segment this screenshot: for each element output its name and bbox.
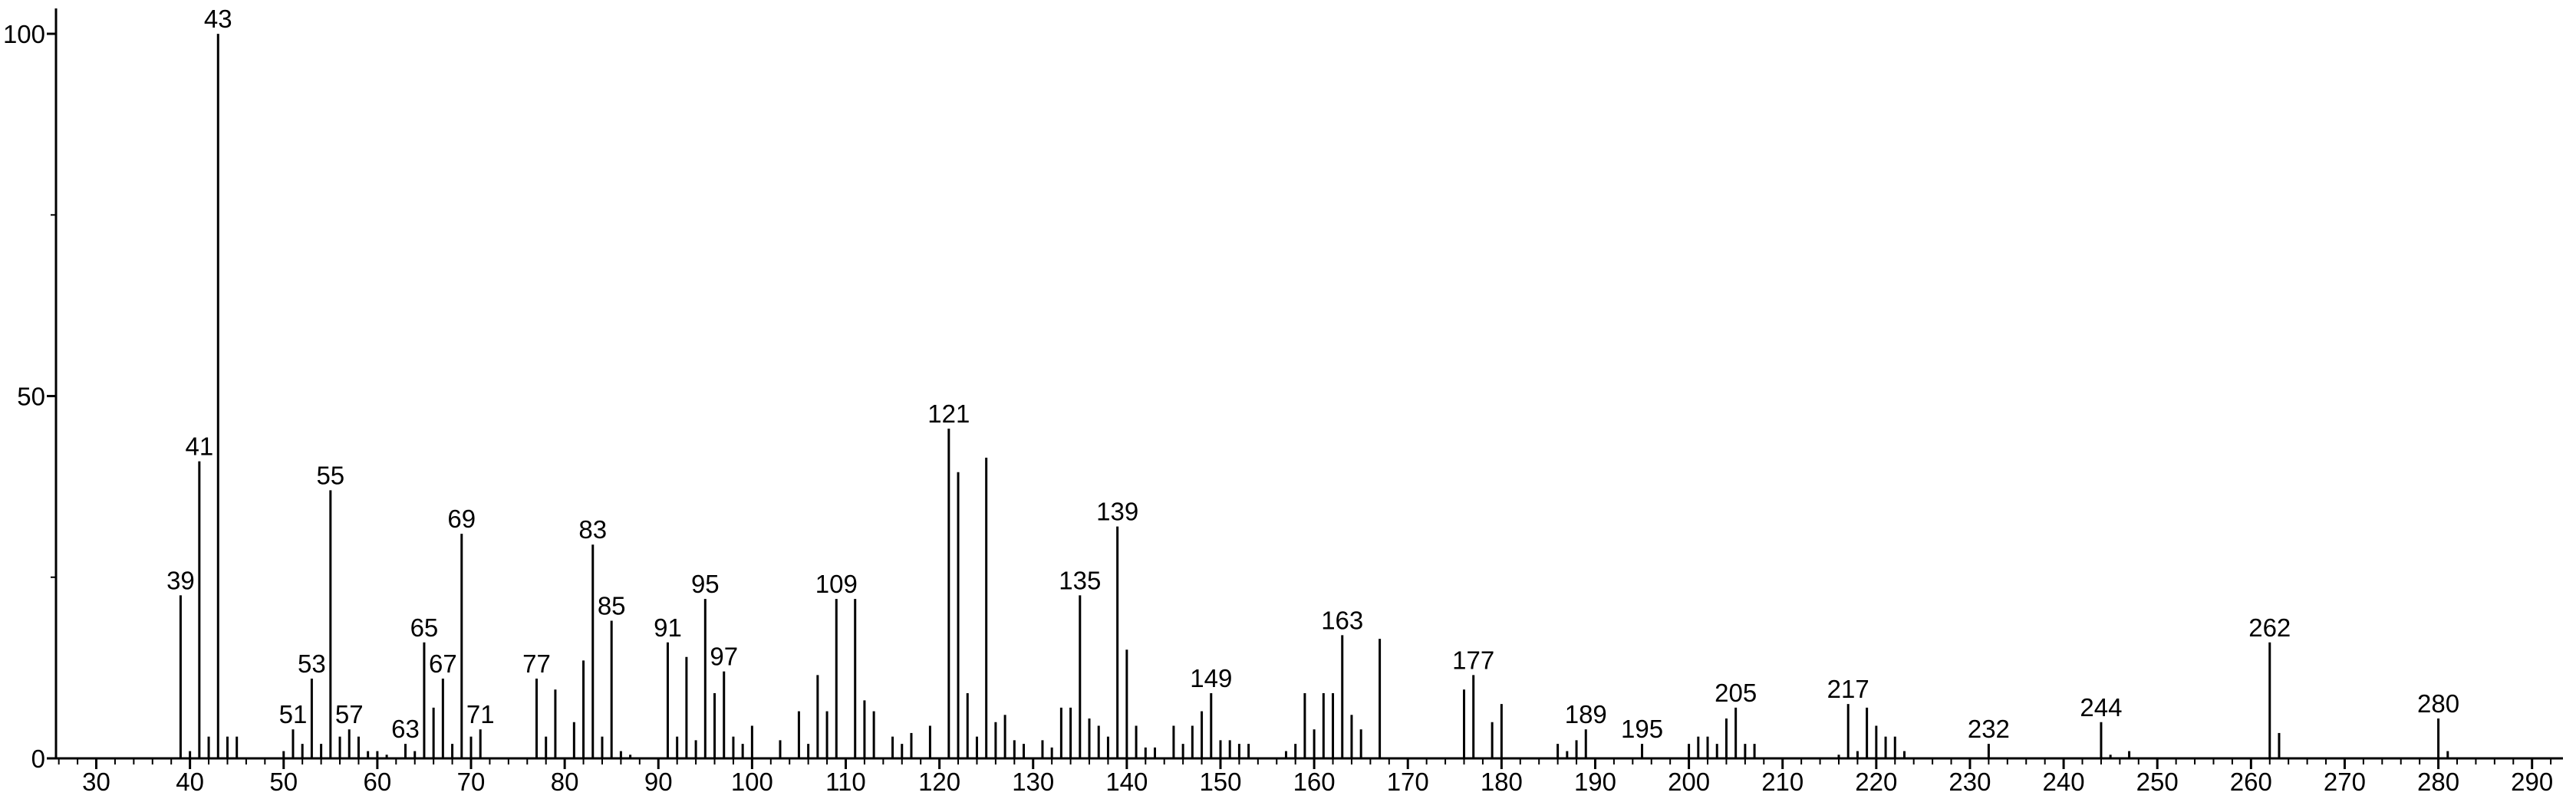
x-tick-label: 180 [1481, 768, 1523, 796]
x-tick-label: 50 [269, 768, 298, 796]
peak-label: 149 [1190, 664, 1232, 692]
peak-label: 43 [204, 5, 232, 33]
peak-label: 135 [1059, 566, 1101, 594]
peak-label: 262 [2248, 613, 2291, 642]
peak-label: 244 [2080, 693, 2122, 722]
peak-label: 77 [522, 649, 551, 678]
peak-label: 109 [815, 570, 858, 598]
peak-label: 41 [185, 432, 213, 461]
x-tick-label: 120 [918, 768, 960, 796]
x-tick-label: 140 [1105, 768, 1148, 796]
x-tick-label: 160 [1293, 768, 1336, 796]
peak-label: 280 [2417, 689, 2459, 718]
peak-label: 232 [1968, 715, 2010, 743]
x-tick-label: 110 [825, 768, 866, 796]
peak-label: 205 [1715, 679, 1757, 707]
peak-label: 97 [710, 643, 738, 671]
x-tick-label: 290 [2511, 768, 2553, 796]
x-tick-label: 60 [364, 768, 392, 796]
peak-label: 91 [654, 613, 682, 642]
x-tick-label: 130 [1012, 768, 1054, 796]
x-tick-label: 240 [2043, 768, 2085, 796]
peak-label: 217 [1827, 675, 1869, 703]
peak-label: 71 [466, 700, 495, 728]
peak-label: 95 [691, 570, 720, 598]
peak-label: 65 [410, 613, 439, 642]
peak-label: 53 [298, 649, 326, 678]
peak-label: 51 [279, 700, 308, 728]
peak-label: 177 [1452, 646, 1494, 674]
peak-label: 39 [166, 566, 195, 594]
peak-label: 55 [316, 461, 344, 489]
x-tick-label: 270 [2324, 768, 2366, 796]
x-tick-label: 230 [1948, 768, 1991, 796]
peak-label: 195 [1621, 715, 1663, 743]
peak-label: 163 [1321, 606, 1363, 634]
x-tick-label: 260 [2230, 768, 2272, 796]
x-tick-label: 200 [1668, 768, 1710, 796]
peak-label: 83 [578, 515, 607, 544]
peak-label: 67 [429, 649, 457, 678]
y-tick-label: 0 [31, 745, 45, 773]
peak-label: 139 [1096, 498, 1138, 526]
peak-label: 57 [335, 700, 364, 728]
x-tick-label: 250 [2136, 768, 2179, 796]
x-tick-label: 150 [1199, 768, 1241, 796]
x-tick-label: 190 [1574, 768, 1616, 796]
x-tick-label: 80 [551, 768, 579, 796]
x-tick-label: 90 [644, 768, 673, 796]
y-tick-label: 100 [3, 20, 45, 48]
x-tick-label: 280 [2417, 768, 2459, 796]
peak-label: 121 [927, 400, 970, 428]
y-tick-label: 50 [17, 383, 45, 411]
peak-label: 69 [447, 505, 476, 533]
peak-label: 63 [391, 715, 420, 743]
x-tick-label: 70 [457, 768, 486, 796]
peak-label: 85 [598, 591, 626, 620]
x-tick-label: 30 [82, 768, 110, 796]
x-tick-label: 100 [731, 768, 773, 796]
x-tick-label: 170 [1387, 768, 1429, 796]
x-tick-label: 40 [176, 768, 204, 796]
x-tick-label: 210 [1761, 768, 1804, 796]
peak-label: 189 [1565, 700, 1607, 728]
x-tick-label: 220 [1855, 768, 1897, 796]
